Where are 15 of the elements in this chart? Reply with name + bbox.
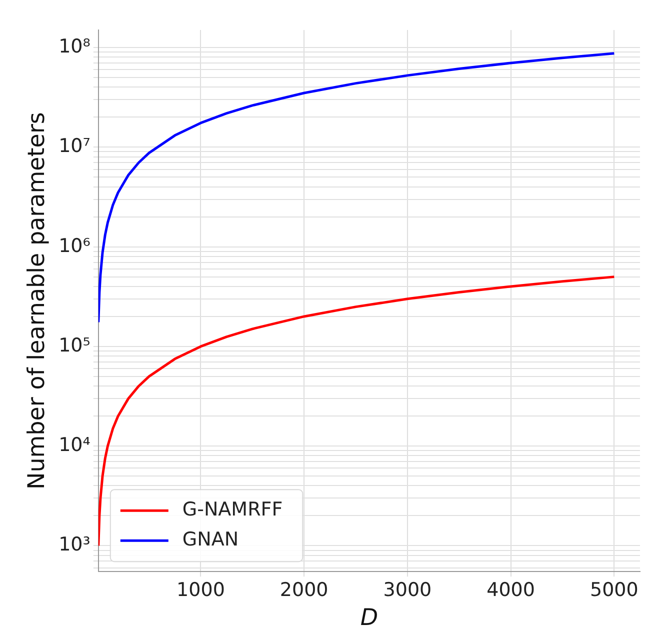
- y-tick-label: 10⁵: [58, 334, 90, 356]
- x-tick-label: 4000: [486, 578, 535, 601]
- x-axis-title: D: [360, 605, 378, 632]
- x-tick-label: 3000: [383, 578, 432, 601]
- y-tick-label: 10⁷: [58, 135, 90, 158]
- x-tick-label: 5000: [590, 578, 638, 601]
- x-tick-label: 2000: [280, 578, 328, 601]
- legend-label: GNAN: [182, 528, 239, 551]
- y-tick-label: 10⁶: [58, 234, 90, 257]
- x-tick-label: 1000: [176, 578, 225, 601]
- legend-label: G-NAMRFF: [182, 498, 283, 521]
- y-tick-label: 10³: [58, 534, 90, 556]
- y-axis-title: Number of learnable parameters: [24, 112, 50, 490]
- y-tick-label: 10⁴: [58, 434, 91, 456]
- y-tick-label: 10⁸: [58, 35, 90, 58]
